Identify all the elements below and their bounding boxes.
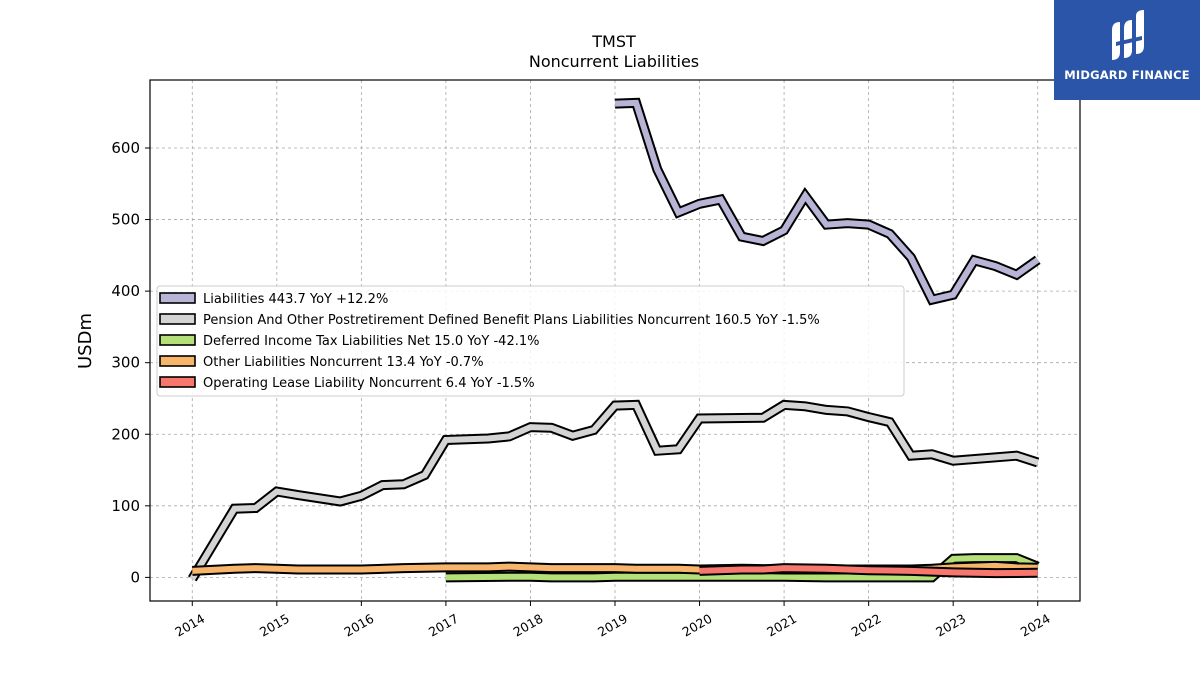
y-tick-label: 100 [111,497,140,515]
y-tick-label: 600 [111,139,140,157]
brand-logo: MIDGARD FINANCE [1054,0,1200,100]
series-line [614,99,1040,304]
y-axis-label: USDm [75,313,96,369]
y-tick-label: 400 [111,282,140,300]
legend-entry: Deferred Income Tax Liabilities Net 15.0… [203,334,539,349]
y-tick-label: 200 [111,425,140,443]
brand-name: MIDGARD FINANCE [1064,68,1190,82]
legend-swatch [159,334,196,346]
legend-box [156,285,905,397]
y-tick-label: 300 [111,354,140,372]
legend-swatch [159,313,196,325]
legend-swatch [159,355,196,367]
series-line [445,555,1039,581]
legend-entry: Other Liabilities Noncurrent 13.4 YoY -0… [203,355,484,370]
y-tick-label: 0 [130,568,140,586]
legend-entry: Pension And Other Postretirement Defined… [203,313,820,328]
chart-subtitle: Noncurrent Liabilities [529,52,699,71]
series-layer [188,97,1041,583]
legend-swatch [159,376,196,388]
chart-title: TMST [591,32,636,51]
legend: Liabilities 443.7 YoY +12.2% Pension And … [156,285,905,397]
legend-entry: Liabilities 443.7 YoY +12.2% [203,292,388,307]
midgard-logo-icon [1112,10,1144,60]
legend-entry: Operating Lease Liability Noncurrent 6.4… [203,376,535,391]
series-line [699,565,1038,577]
series-line [189,401,1039,581]
legend-swatch [159,292,196,304]
y-tick-label: 500 [111,211,140,229]
